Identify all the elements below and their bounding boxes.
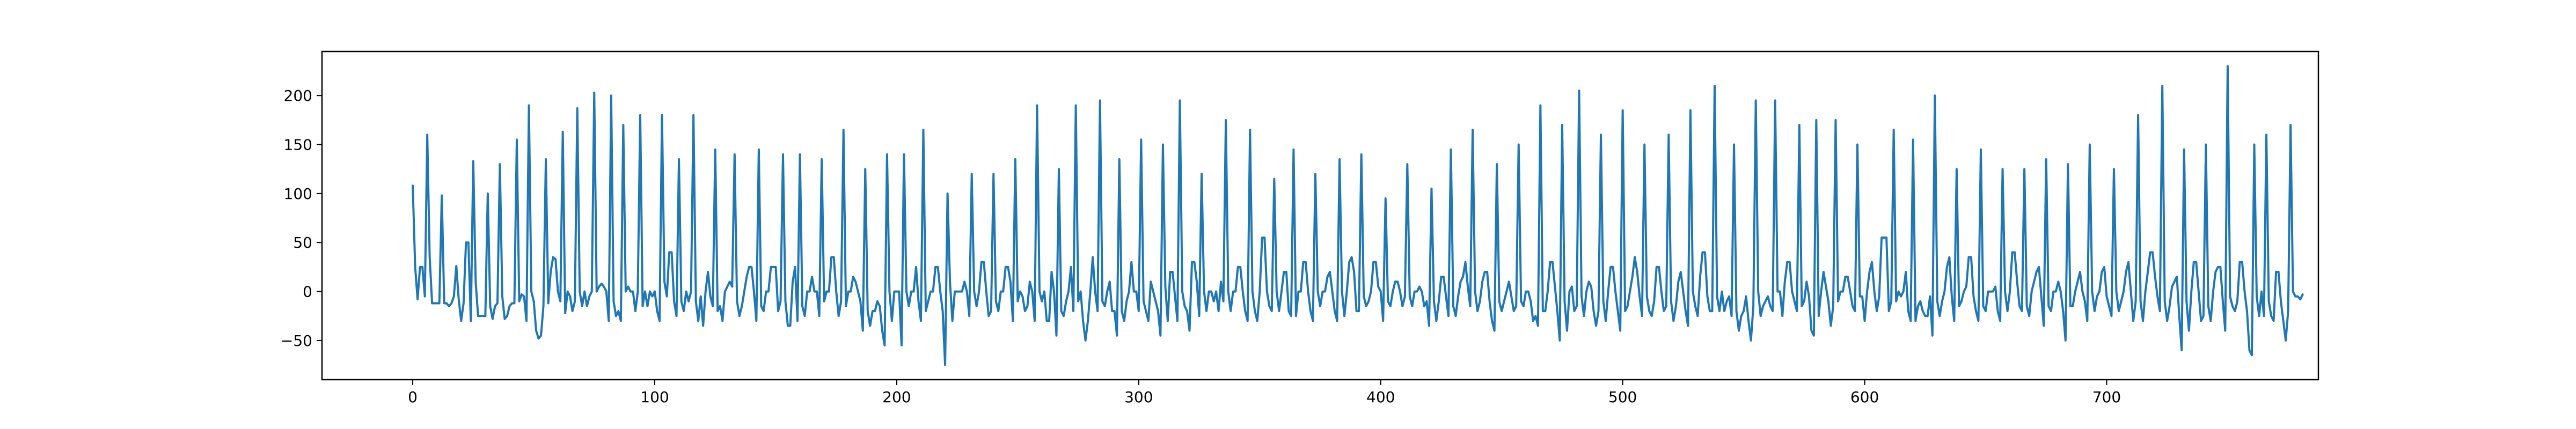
x-tick-label: 300 bbox=[1124, 388, 1153, 406]
y-tick-label: 200 bbox=[284, 87, 312, 105]
x-tick-label: 100 bbox=[640, 388, 669, 406]
x-tick-label: 400 bbox=[1366, 388, 1395, 406]
y-axis-ticks: −50 0 50 100 150 200 bbox=[281, 87, 322, 350]
y-tick-label: 0 bbox=[303, 283, 312, 301]
x-tick-label: 700 bbox=[2092, 388, 2121, 406]
series-line bbox=[412, 65, 2304, 366]
x-tick-label: 200 bbox=[882, 388, 911, 406]
x-tick-label: 0 bbox=[408, 388, 418, 406]
plot-area-frame bbox=[321, 50, 2319, 381]
y-tick-label: 150 bbox=[284, 136, 312, 154]
y-tick-label: −50 bbox=[281, 332, 312, 350]
y-tick-label: 100 bbox=[284, 185, 312, 203]
x-axis-ticks: 0 100 200 300 400 500 600 700 bbox=[408, 380, 2121, 406]
x-tick-label: 600 bbox=[1850, 388, 1879, 406]
x-tick-label: 500 bbox=[1608, 388, 1637, 406]
y-tick-label: 50 bbox=[293, 234, 312, 252]
